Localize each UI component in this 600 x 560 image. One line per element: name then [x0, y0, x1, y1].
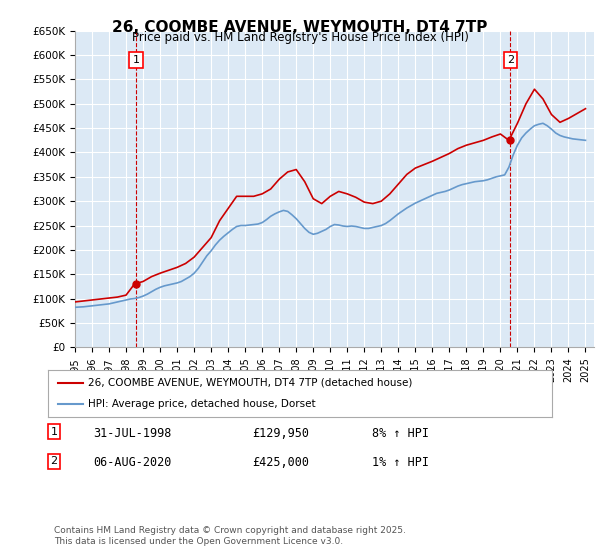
Text: 1: 1 — [50, 427, 58, 437]
Text: 1% ↑ HPI: 1% ↑ HPI — [372, 456, 429, 469]
Text: 26, COOMBE AVENUE, WEYMOUTH, DT4 7TP (detached house): 26, COOMBE AVENUE, WEYMOUTH, DT4 7TP (de… — [88, 378, 413, 388]
Text: 2: 2 — [50, 456, 58, 466]
Text: 1: 1 — [133, 55, 139, 65]
Text: Contains HM Land Registry data © Crown copyright and database right 2025.
This d: Contains HM Land Registry data © Crown c… — [54, 526, 406, 546]
Text: 06-AUG-2020: 06-AUG-2020 — [93, 456, 172, 469]
Text: 26, COOMBE AVENUE, WEYMOUTH, DT4 7TP: 26, COOMBE AVENUE, WEYMOUTH, DT4 7TP — [112, 20, 488, 35]
Text: 31-JUL-1998: 31-JUL-1998 — [93, 427, 172, 440]
Text: Price paid vs. HM Land Registry's House Price Index (HPI): Price paid vs. HM Land Registry's House … — [131, 31, 469, 44]
Text: 2: 2 — [507, 55, 514, 65]
Text: £129,950: £129,950 — [252, 427, 309, 440]
Text: 8% ↑ HPI: 8% ↑ HPI — [372, 427, 429, 440]
Text: £425,000: £425,000 — [252, 456, 309, 469]
Text: HPI: Average price, detached house, Dorset: HPI: Average price, detached house, Dors… — [88, 399, 316, 409]
